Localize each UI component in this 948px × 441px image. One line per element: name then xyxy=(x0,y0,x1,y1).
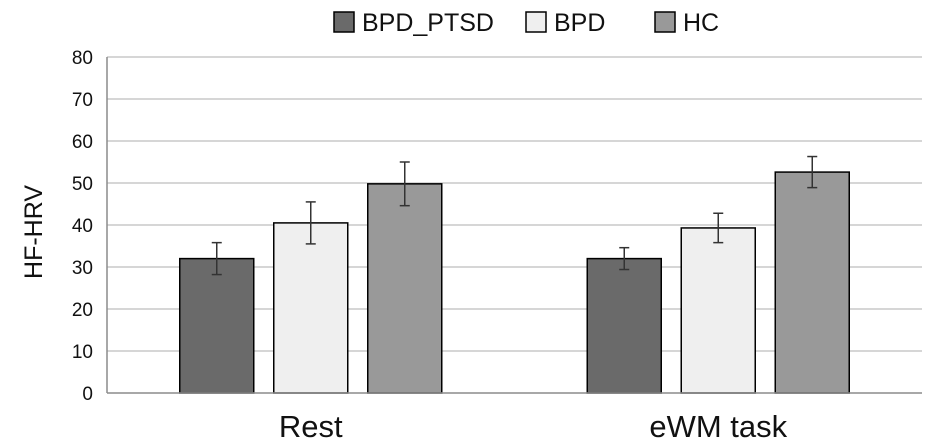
y-tick-label: 30 xyxy=(72,258,93,279)
legend-swatch xyxy=(654,11,676,33)
axes: 0 10 20 30 40 50 60 70 80 Rest eWM task xyxy=(72,48,922,441)
error-bars xyxy=(211,155,818,276)
y-tick-label: 70 xyxy=(72,90,93,111)
y-tick-label: 20 xyxy=(72,300,93,321)
y-tick-label: 40 xyxy=(72,216,93,237)
bar xyxy=(179,257,255,394)
bar xyxy=(680,227,756,394)
bar xyxy=(273,222,349,394)
x-category-label: eWM task xyxy=(649,409,787,441)
bars xyxy=(179,171,850,394)
legend-swatch xyxy=(333,11,355,33)
x-category-label: Rest xyxy=(279,409,343,441)
y-axis-label: HF-HRV xyxy=(20,185,48,279)
y-tick-label: 60 xyxy=(72,132,93,153)
y-tick-label: 50 xyxy=(72,174,93,195)
bar xyxy=(586,257,662,394)
y-tick-label: 0 xyxy=(82,384,93,405)
legend-label: HC xyxy=(683,9,719,37)
y-tick-label: 80 xyxy=(72,48,93,69)
bar xyxy=(367,183,443,394)
bar xyxy=(774,171,850,394)
legend-swatch xyxy=(525,11,547,33)
legend: BPD_PTSD BPD HC xyxy=(333,9,719,37)
legend-label: BPD_PTSD xyxy=(362,9,494,37)
y-tick-label: 10 xyxy=(72,342,93,363)
legend-label: BPD xyxy=(554,9,605,37)
